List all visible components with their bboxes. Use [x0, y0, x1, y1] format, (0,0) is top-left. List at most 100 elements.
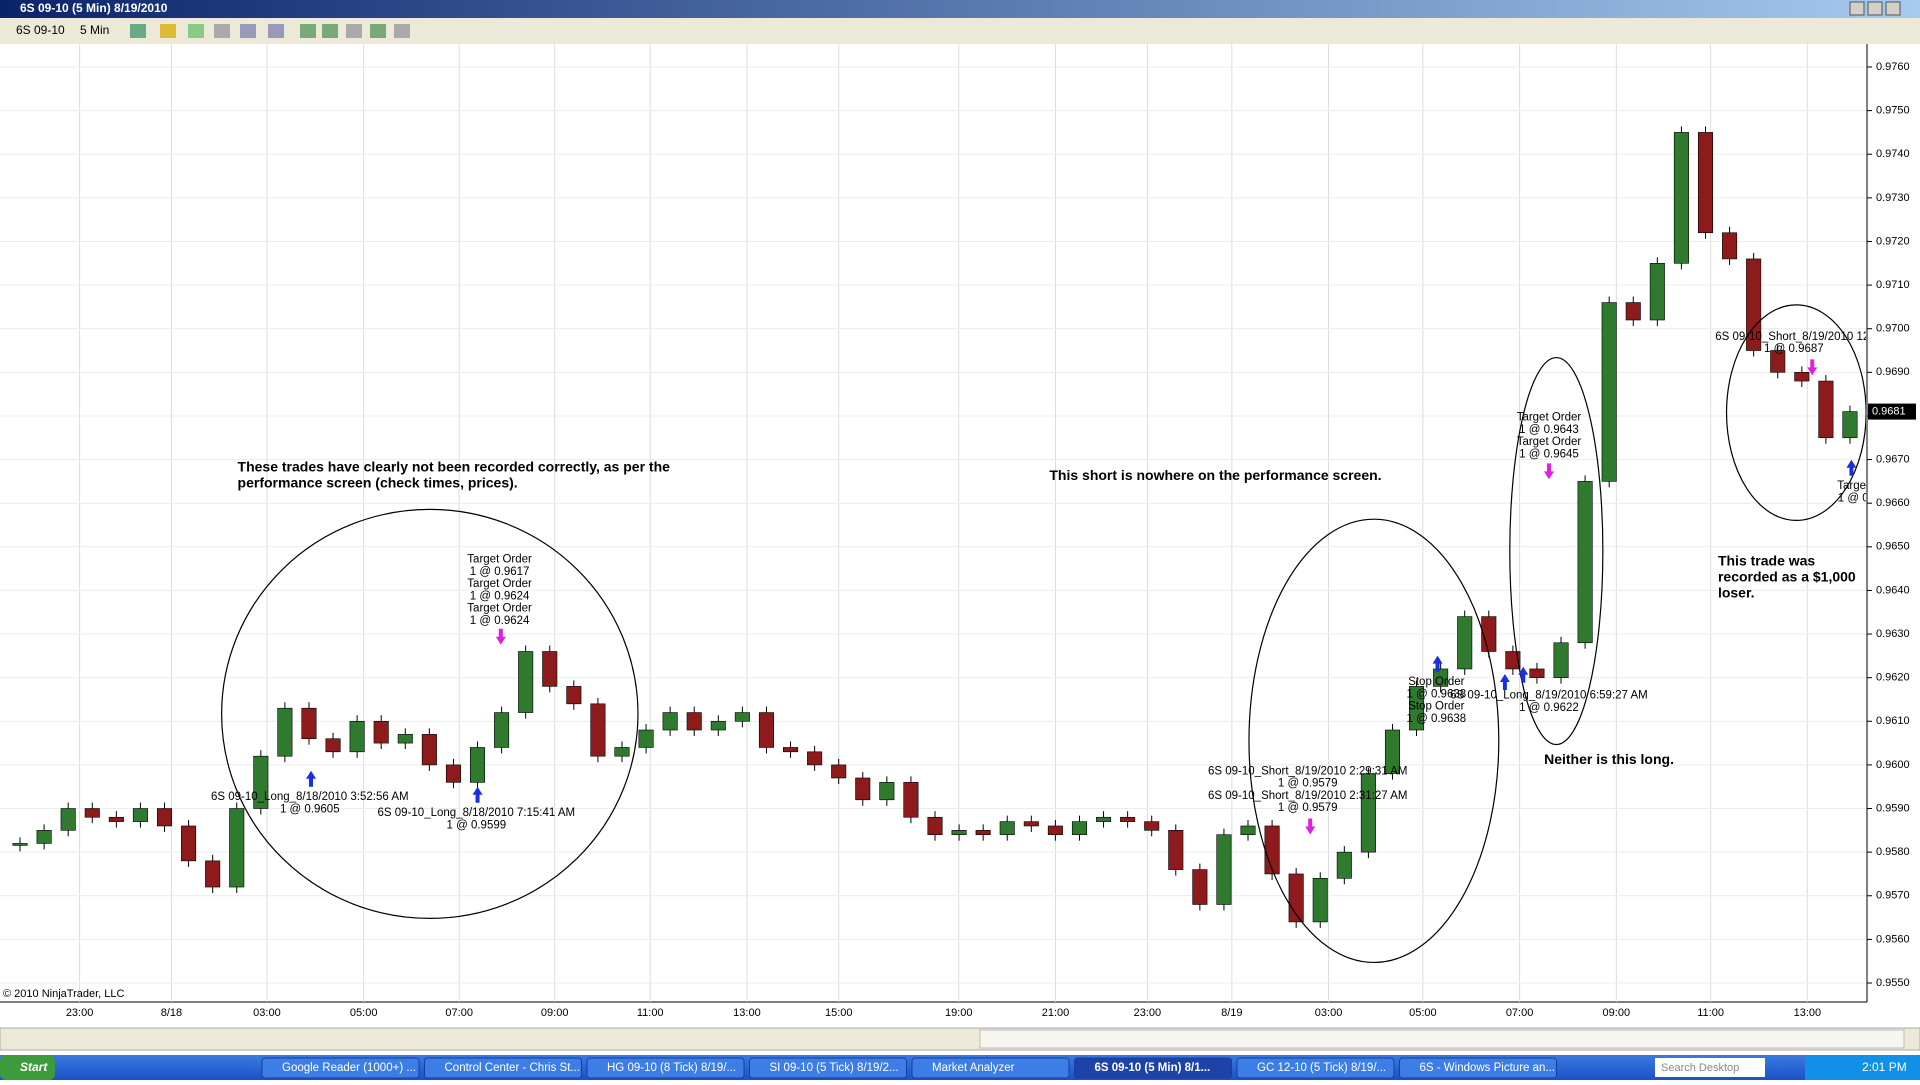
candle: [1144, 821, 1160, 831]
y-tick-label: 0.9660: [1876, 497, 1910, 509]
y-tick-label: 0.9730: [1876, 192, 1910, 204]
highlight-ellipse: [221, 508, 639, 919]
x-tick-label: 23:00: [1134, 1007, 1162, 1019]
candle: [951, 830, 967, 835]
candle: [60, 808, 76, 831]
candle: [1096, 816, 1112, 822]
trade-label: 1 @ 0.9599: [447, 819, 507, 831]
search-box[interactable]: [1655, 1058, 1765, 1077]
candle: [1312, 878, 1328, 923]
candle: [855, 777, 871, 801]
candle: [734, 712, 750, 722]
tray: [1805, 1055, 1920, 1080]
toolbar: [0, 18, 1920, 44]
x-tick-label: 03:00: [253, 1007, 281, 1019]
candle: [686, 712, 702, 731]
highlight-ellipse: [1509, 356, 1604, 746]
taskbar-label: Control Center - Chris St...: [445, 1062, 580, 1074]
title-bar: [0, 0, 1920, 18]
trade-arrow: [1807, 359, 1818, 376]
instrument-selector[interactable]: 6S 09-10: [16, 23, 65, 37]
trade-label: 1 @ 0.96: [1838, 492, 1885, 504]
x-tick-label: 19:00: [945, 1007, 973, 1019]
trade-label: 1 @ 0.9579: [1278, 778, 1338, 790]
candle: [277, 707, 293, 757]
taskbar-button[interactable]: [911, 1057, 1070, 1079]
candle: [1746, 258, 1762, 351]
last-price-box: [1868, 403, 1916, 420]
candle: [1120, 816, 1136, 822]
trade-label: 6S 09-10_Long_8/18/2010 7:15:41 AM: [378, 807, 576, 819]
annotation: Neither is this long.: [1544, 751, 1674, 767]
trade-label: 1 @ 0.9617: [470, 566, 530, 578]
taskbar-button[interactable]: [1074, 1057, 1232, 1079]
candle: [566, 686, 582, 705]
toolbar-icons: [130, 24, 410, 38]
taskbar-button[interactable]: [424, 1057, 582, 1079]
minimize-button[interactable]: [1849, 1, 1865, 16]
taskbar-button[interactable]: [586, 1057, 745, 1079]
trade-label: Stop Order: [1408, 676, 1464, 688]
trade-label: 6S 09-10_Short_8/19/2010 2:31:27 AM: [1208, 790, 1408, 802]
candle: [879, 782, 895, 801]
candle: [1240, 825, 1256, 835]
x-tick-label: 05:00: [1409, 1007, 1437, 1019]
trade-label: 1 @ 0.9643: [1519, 424, 1579, 436]
candle: [1529, 668, 1545, 678]
taskbar-button[interactable]: [1236, 1057, 1395, 1079]
candle: [542, 651, 558, 687]
copyright: © 2010 NinjaTrader, LLC: [3, 988, 124, 1000]
x-tick-label: 11:00: [1697, 1007, 1724, 1019]
start-label: Start: [20, 1060, 48, 1074]
candle: [1794, 372, 1810, 382]
candle: [590, 703, 606, 757]
window-title: 6S 09-10 (5 Min) 8/19/2010: [20, 1, 168, 15]
taskbar-button[interactable]: [1399, 1057, 1557, 1079]
candle: [1433, 668, 1449, 687]
x-tick-label: 15:00: [825, 1007, 853, 1019]
candle: [1770, 350, 1786, 373]
candle: [662, 712, 678, 731]
candle: [1047, 825, 1063, 835]
trade-label: Target Order: [467, 578, 532, 590]
candle: [831, 764, 847, 779]
candle: [518, 651, 534, 713]
y-tick-label: 0.9670: [1876, 453, 1910, 465]
scroll-thumb[interactable]: [979, 1029, 1905, 1049]
y-tick-label: 0.9610: [1876, 715, 1910, 727]
annotation: recorded as a $1,000: [1718, 569, 1856, 585]
candle: [903, 782, 919, 818]
candle: [1192, 869, 1208, 905]
trade-arrow: [1499, 674, 1510, 691]
y-tick-label: 0.9760: [1876, 61, 1910, 73]
candle: [1697, 132, 1714, 234]
trade-label: 1 @ 0.9645: [1519, 448, 1579, 460]
start-button[interactable]: [0, 1055, 55, 1080]
candle: [12, 843, 28, 846]
candle: [1071, 821, 1087, 835]
candle: [1336, 851, 1352, 879]
candle: [445, 764, 461, 783]
restore-button[interactable]: [1867, 1, 1883, 16]
candle: [1216, 834, 1232, 905]
trade-label: 1 @ 0.9605: [280, 803, 340, 815]
taskbar-button[interactable]: [261, 1057, 420, 1079]
candle: [999, 821, 1015, 835]
y-tick-label: 0.9640: [1876, 584, 1910, 596]
trade-label: 1 @ 0.9687: [1764, 343, 1824, 355]
trade-label: 6S 09-10_Long_8/18/2010 3:52:56 AM: [211, 791, 409, 803]
x-tick-label: 8/19: [1221, 1007, 1242, 1019]
interval-selector[interactable]: 5 Min: [80, 23, 109, 37]
y-tick-label: 0.9720: [1876, 235, 1910, 247]
candle: [108, 816, 124, 822]
close-button[interactable]: [1885, 1, 1901, 16]
candle: [301, 707, 317, 740]
taskbar-button[interactable]: [749, 1057, 907, 1079]
x-tick-label: 05:00: [350, 1007, 378, 1019]
candle: [469, 747, 486, 783]
search-label: Search Desktop: [1661, 1062, 1739, 1074]
candle: [975, 830, 991, 835]
candle: [927, 816, 943, 835]
trade-label: 1 @ 0.9622: [1519, 702, 1579, 714]
